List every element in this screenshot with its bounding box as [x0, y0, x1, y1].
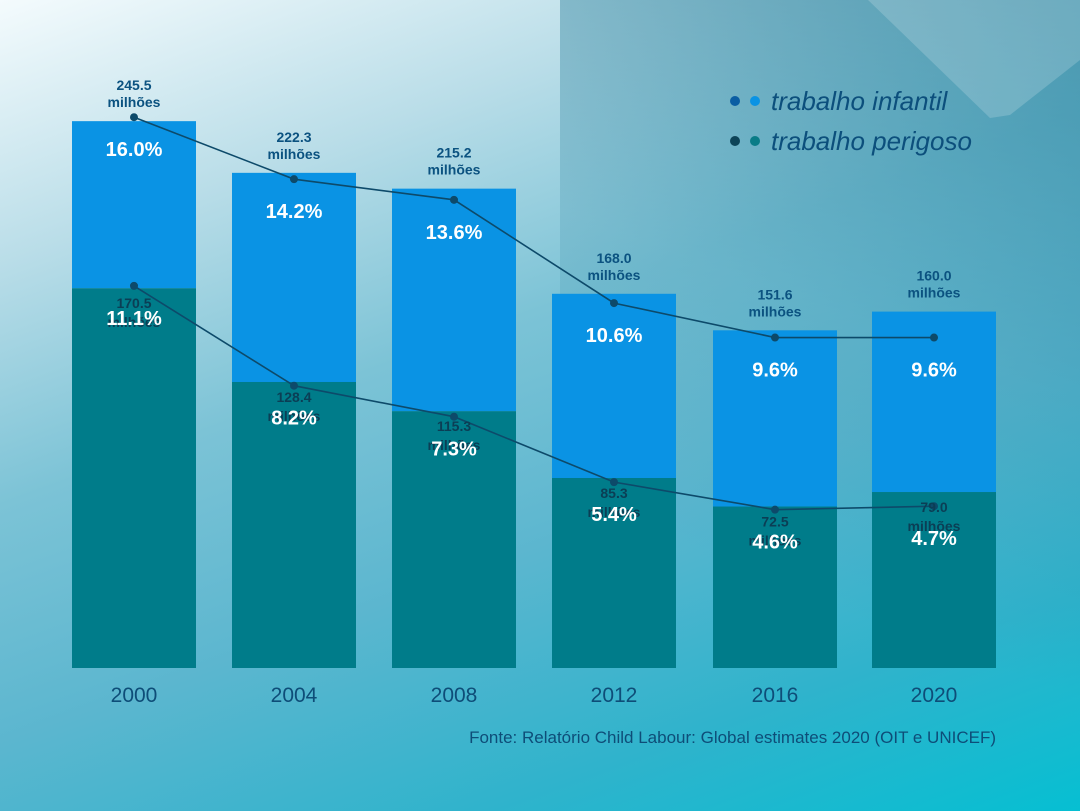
point-trabalho-perigoso-2004	[290, 381, 298, 390]
percent-label-trabalho-infantil-2020: 9.6%	[911, 360, 957, 382]
value-label-trabalho-perigoso-2000: 170.5	[116, 295, 151, 311]
point-trabalho-perigoso-2012	[610, 478, 618, 487]
legend-label-trabalho-perigoso: trabalho perigoso	[771, 126, 972, 156]
bar-trabalho-infantil-2004	[232, 172, 356, 382]
x-tick-label-2012: 2012	[591, 684, 638, 707]
x-tick-label-2008: 2008	[431, 684, 478, 707]
x-tick-label-2016: 2016	[752, 684, 799, 707]
point-trabalho-perigoso-2016	[771, 505, 779, 514]
point-trabalho-infantil-2000	[130, 113, 138, 122]
x-tick-label-2004: 2004	[271, 684, 318, 707]
percent-label-trabalho-perigoso-2000: 11.1%	[106, 308, 162, 330]
value-label-trabalho-infantil-2012: 168.0	[596, 250, 631, 266]
value-unit-trabalho-perigoso-2004: milhões	[268, 408, 321, 424]
bar-trabalho-perigoso-2008	[392, 411, 516, 668]
bar-trabalho-perigoso-2004	[232, 381, 356, 668]
value-label-trabalho-infantil-2000: 245.5	[116, 77, 151, 93]
point-trabalho-infantil-2004	[290, 175, 298, 184]
percent-label-trabalho-perigoso-2020: 4.7%	[911, 528, 957, 550]
percent-label-trabalho-infantil-2000: 16.0%	[106, 139, 163, 161]
bar-trabalho-perigoso-2012	[552, 477, 676, 668]
value-label-trabalho-perigoso-2020: 79.0	[920, 499, 947, 515]
legend-label-trabalho-infantil: trabalho infantil	[771, 86, 949, 116]
point-trabalho-infantil-2020	[930, 333, 938, 342]
bar-trabalho-infantil-2020	[872, 311, 996, 493]
value-label-trabalho-perigoso-2012: 85.3	[600, 485, 627, 501]
line-percent-trabalho-infantil	[133, 116, 934, 339]
bar-trabalho-infantil-2012	[552, 293, 676, 478]
point-trabalho-infantil-2012	[610, 299, 618, 308]
percent-label-trabalho-perigoso-2012: 5.4%	[591, 504, 637, 526]
value-label-trabalho-perigoso-2008: 115.3	[437, 418, 471, 434]
x-tick-label-2000: 2000	[111, 684, 158, 707]
x-tick-label-2020: 2020	[911, 684, 958, 707]
bar-trabalho-perigoso-2020	[872, 492, 996, 668]
value-unit-trabalho-perigoso-2012: milhões	[588, 504, 641, 520]
point-trabalho-infantil-2008	[450, 195, 458, 204]
decorative-corner-shape	[868, 0, 1080, 118]
point-trabalho-infantil-2016	[771, 333, 779, 342]
line-percent-trabalho-perigoso	[133, 285, 935, 511]
percent-label-trabalho-perigoso-2004: 8.2%	[271, 408, 317, 430]
bar-trabalho-perigoso-2000	[72, 288, 196, 668]
value-unit-trabalho-infantil-2016: milhões	[749, 303, 802, 319]
value-unit-trabalho-perigoso-2000: milhões	[108, 314, 161, 330]
bar-trabalho-infantil-2016	[713, 330, 837, 507]
bar-trabalho-infantil-2000	[72, 121, 196, 289]
value-label-trabalho-perigoso-2004: 128.4	[276, 389, 311, 405]
value-unit-trabalho-perigoso-2008: milhões	[428, 437, 481, 453]
percent-label-trabalho-infantil-2008: 13.6%	[426, 222, 483, 244]
value-label-trabalho-infantil-2008: 215.2	[436, 145, 471, 161]
legend-dot-infantil-light	[750, 96, 760, 106]
percent-label-trabalho-infantil-2012: 10.6%	[586, 325, 643, 347]
point-trabalho-perigoso-2020	[930, 502, 938, 511]
value-unit-trabalho-perigoso-2016: milhões	[749, 533, 802, 549]
value-unit-trabalho-infantil-2004: milhões	[268, 146, 321, 162]
value-label-trabalho-infantil-2016: 151.6	[757, 286, 792, 302]
legend-dot-perigoso-teal	[750, 136, 760, 146]
value-label-trabalho-infantil-2004: 222.3	[276, 129, 311, 145]
percent-label-trabalho-perigoso-2008: 7.3%	[431, 439, 477, 461]
value-unit-trabalho-infantil-2012: milhões	[588, 267, 641, 283]
value-unit-trabalho-infantil-2008: milhões	[428, 162, 481, 178]
percent-label-trabalho-infantil-2016: 9.6%	[752, 360, 798, 382]
value-label-trabalho-perigoso-2016: 72.5	[761, 514, 788, 530]
percent-label-trabalho-perigoso-2016: 4.6%	[752, 532, 798, 554]
value-unit-trabalho-infantil-2000: milhões	[108, 94, 161, 110]
bar-trabalho-perigoso-2016	[713, 506, 837, 668]
legend: trabalho infantil trabalho perigoso	[730, 86, 972, 156]
value-unit-trabalho-perigoso-2020: milhões	[908, 518, 961, 534]
value-unit-trabalho-infantil-2020: milhões	[908, 285, 961, 301]
point-trabalho-perigoso-2008	[450, 412, 458, 421]
source-note: Fonte: Relatório Child Labour: Global es…	[469, 728, 996, 747]
legend-dot-perigoso-dark	[730, 136, 740, 146]
point-trabalho-perigoso-2000	[130, 281, 138, 290]
value-label-trabalho-infantil-2020: 160.0	[916, 268, 951, 284]
percent-label-trabalho-infantil-2004: 14.2%	[266, 201, 323, 223]
legend-dot-infantil-dark	[730, 96, 740, 106]
